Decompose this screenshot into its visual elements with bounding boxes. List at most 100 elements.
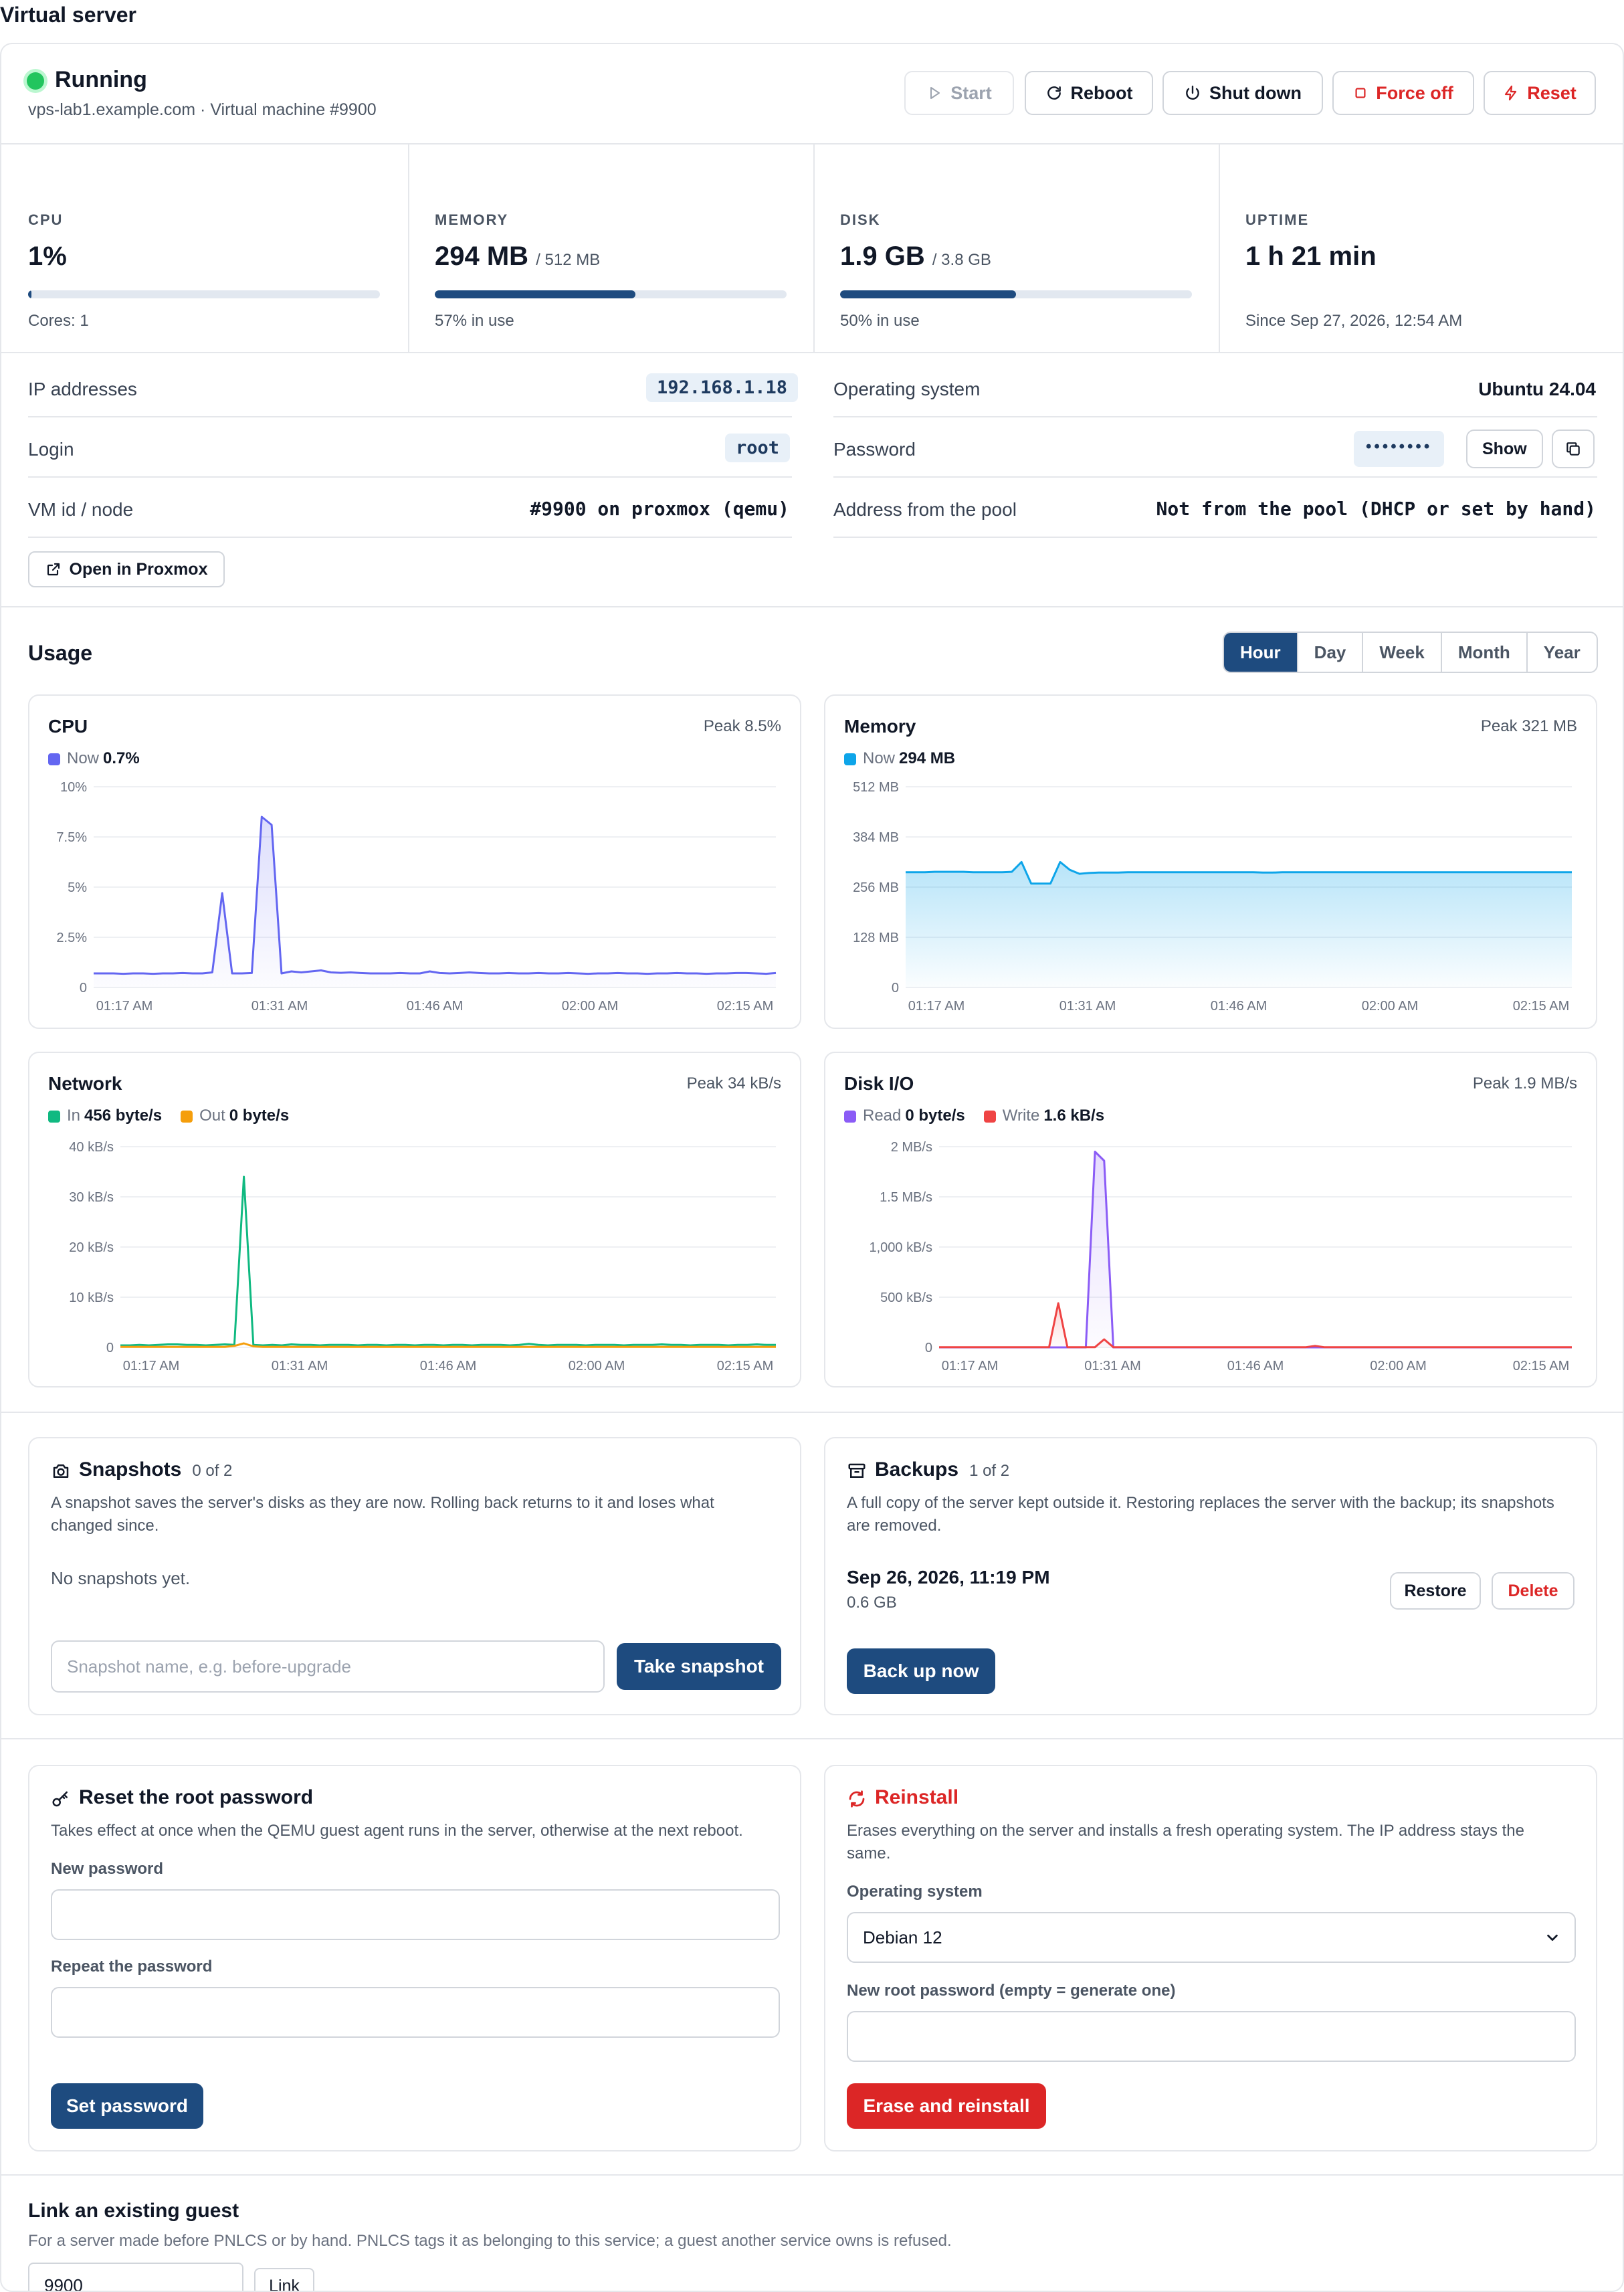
range-week[interactable]: Week <box>1362 633 1440 672</box>
chart-title: Disk I/O <box>844 1073 914 1094</box>
chart-peak: Peak 1.9 MB/s <box>1472 1074 1577 1092</box>
take-snapshot-button[interactable]: Take snapshot <box>617 1643 781 1690</box>
divider <box>1 606 1623 607</box>
divider <box>833 416 1597 417</box>
legend-swatch <box>844 753 856 765</box>
series-line <box>939 1302 1572 1349</box>
ip-value: 192.168.1.18 <box>646 373 799 402</box>
series-line <box>94 816 777 975</box>
show-password-button[interactable]: Show <box>1466 429 1543 468</box>
zap-icon <box>1505 85 1517 101</box>
shutdown-button[interactable]: Shut down <box>1162 71 1323 115</box>
stat-value: 1% <box>28 242 67 271</box>
stat-note: 57% in use <box>435 312 514 330</box>
refresh-icon <box>849 1790 865 1808</box>
progress-fill <box>28 290 32 298</box>
snapshot-name-input[interactable]: Snapshot name, e.g. before-upgrade <box>51 1640 605 1693</box>
chart-legend: Now 294 MB <box>844 749 955 768</box>
x-tick-label: 01:46 AM <box>420 1359 477 1373</box>
series-line <box>120 1342 776 1348</box>
reinstall-panel: Reinstall Erases everything on the serve… <box>824 1765 1597 2152</box>
server-card: Running vps-lab1.example.com · Virtual m… <box>0 43 1624 2292</box>
panel-description: Erases everything on the server and inst… <box>847 1822 1524 1863</box>
new-password-label: New password <box>51 1860 164 1878</box>
x-tick-label: 01:17 AM <box>908 999 965 1014</box>
divider <box>1 1738 1623 1739</box>
panel-description: Takes effect at once when the QEMU guest… <box>51 1822 743 1840</box>
network-chart: Network Peak 34 kB/s In 456 byte/s Out 0 b… <box>28 1052 801 1388</box>
range-hour[interactable]: Hour <box>1224 633 1297 672</box>
legend-swatch <box>48 1110 60 1123</box>
vm-value: #9900 on proxmox (qemu) <box>530 498 789 520</box>
x-tick-label: 02:15 AM <box>1513 999 1570 1014</box>
progress-fill <box>435 290 635 298</box>
stat-uptime: UPTIME 1 h 21 min Since Sep 27, 2026, 12… <box>1219 145 1623 352</box>
x-tick-label: 02:15 AM <box>1513 1359 1570 1373</box>
x-tick-label: 02:00 AM <box>569 1359 625 1373</box>
link-button[interactable]: Link <box>254 2268 314 2291</box>
x-tick-label: 01:31 AM <box>1059 999 1116 1014</box>
repeat-password-label: Repeat the password <box>51 1957 213 1976</box>
stat-note: Cores: 1 <box>28 312 89 330</box>
y-tick-label: 500 kB/s <box>880 1291 932 1305</box>
reset-button[interactable]: Reset <box>1484 71 1596 115</box>
series-area <box>939 1151 1572 1347</box>
stat-note: Since Sep 27, 2026, 12:54 AM <box>1245 312 1463 330</box>
series-line <box>906 861 1572 885</box>
stop-icon <box>1355 88 1366 98</box>
y-tick-label: 384 MB <box>853 830 899 845</box>
reinstall-password-input[interactable] <box>847 2011 1576 2062</box>
stat-label: DISK <box>840 211 881 228</box>
new-password-input[interactable] <box>51 1889 780 1940</box>
y-tick-label: 7.5% <box>56 830 87 845</box>
repeat-password-input[interactable] <box>51 1987 780 2038</box>
force-off-button[interactable]: Force off <box>1332 71 1474 115</box>
divider <box>813 145 815 353</box>
chart-peak: Peak 321 MB <box>1480 717 1577 735</box>
delete-backup-button[interactable]: Delete <box>1492 1572 1575 1610</box>
password-label: Password <box>833 439 916 460</box>
progress-bar <box>435 290 787 298</box>
legend-swatch <box>48 753 60 765</box>
legend-item: Now 0.7% <box>48 749 140 768</box>
chart-plot: 40 kB/s 30 kB/s 20 kB/s 10 kB/s 0 01:17 AM 01:… <box>69 1140 776 1373</box>
chart-legend: Read 0 byte/s Write 1.6 kB/s <box>844 1107 1104 1125</box>
snapshot-count: 0 of 2 <box>192 1462 233 1480</box>
x-tick-label: 02:00 AM <box>1362 999 1419 1014</box>
series-line <box>120 1175 776 1347</box>
panel-description: A full copy of the server kept outside i… <box>847 1494 1554 1535</box>
x-tick-label: 02:00 AM <box>562 999 619 1014</box>
divider <box>833 537 1597 538</box>
panel-title: Reset the root password <box>79 1786 314 1808</box>
range-year[interactable]: Year <box>1526 633 1597 672</box>
x-tick-label: 02:15 AM <box>717 1359 774 1373</box>
y-tick-label: 20 kB/s <box>69 1240 114 1255</box>
x-tick-label: 02:00 AM <box>1370 1359 1427 1373</box>
y-tick-label: 2 MB/s <box>891 1140 932 1155</box>
copy-password-button[interactable] <box>1552 429 1595 468</box>
restore-button[interactable]: Restore <box>1390 1572 1481 1610</box>
back-up-now-button[interactable]: Back up now <box>847 1648 995 1694</box>
erase-reinstall-button[interactable]: Erase and reinstall <box>847 2083 1046 2129</box>
stat-label: CPU <box>28 211 64 228</box>
reboot-button[interactable]: Reboot <box>1025 71 1153 115</box>
divider <box>1 143 1623 145</box>
os-value: Ubuntu 24.04 <box>1478 379 1596 399</box>
stat-disk: DISK 1.9 GB / 3.8 GB 50% in use <box>813 145 1219 352</box>
divider <box>1 352 1623 353</box>
range-day[interactable]: Day <box>1296 633 1362 672</box>
start-button[interactable]: Start <box>904 71 1014 115</box>
progress-bar <box>840 290 1192 298</box>
legend-item: In 456 byte/s <box>48 1107 162 1125</box>
range-month[interactable]: Month <box>1440 633 1526 672</box>
open-proxmox-button[interactable]: Open in Proxmox <box>28 551 225 587</box>
divider <box>28 416 792 417</box>
range-selector: Hour Day Week Month Year <box>1223 632 1598 673</box>
guest-id-input[interactable]: 9900 <box>28 2263 243 2291</box>
os-select[interactable]: Debian 12 <box>847 1912 1576 1963</box>
divider <box>1219 145 1220 353</box>
legend-swatch <box>983 1110 996 1123</box>
x-tick-label: 01:17 AM <box>942 1359 999 1373</box>
set-password-button[interactable]: Set password <box>51 2083 203 2129</box>
series-area <box>939 1303 1572 1347</box>
